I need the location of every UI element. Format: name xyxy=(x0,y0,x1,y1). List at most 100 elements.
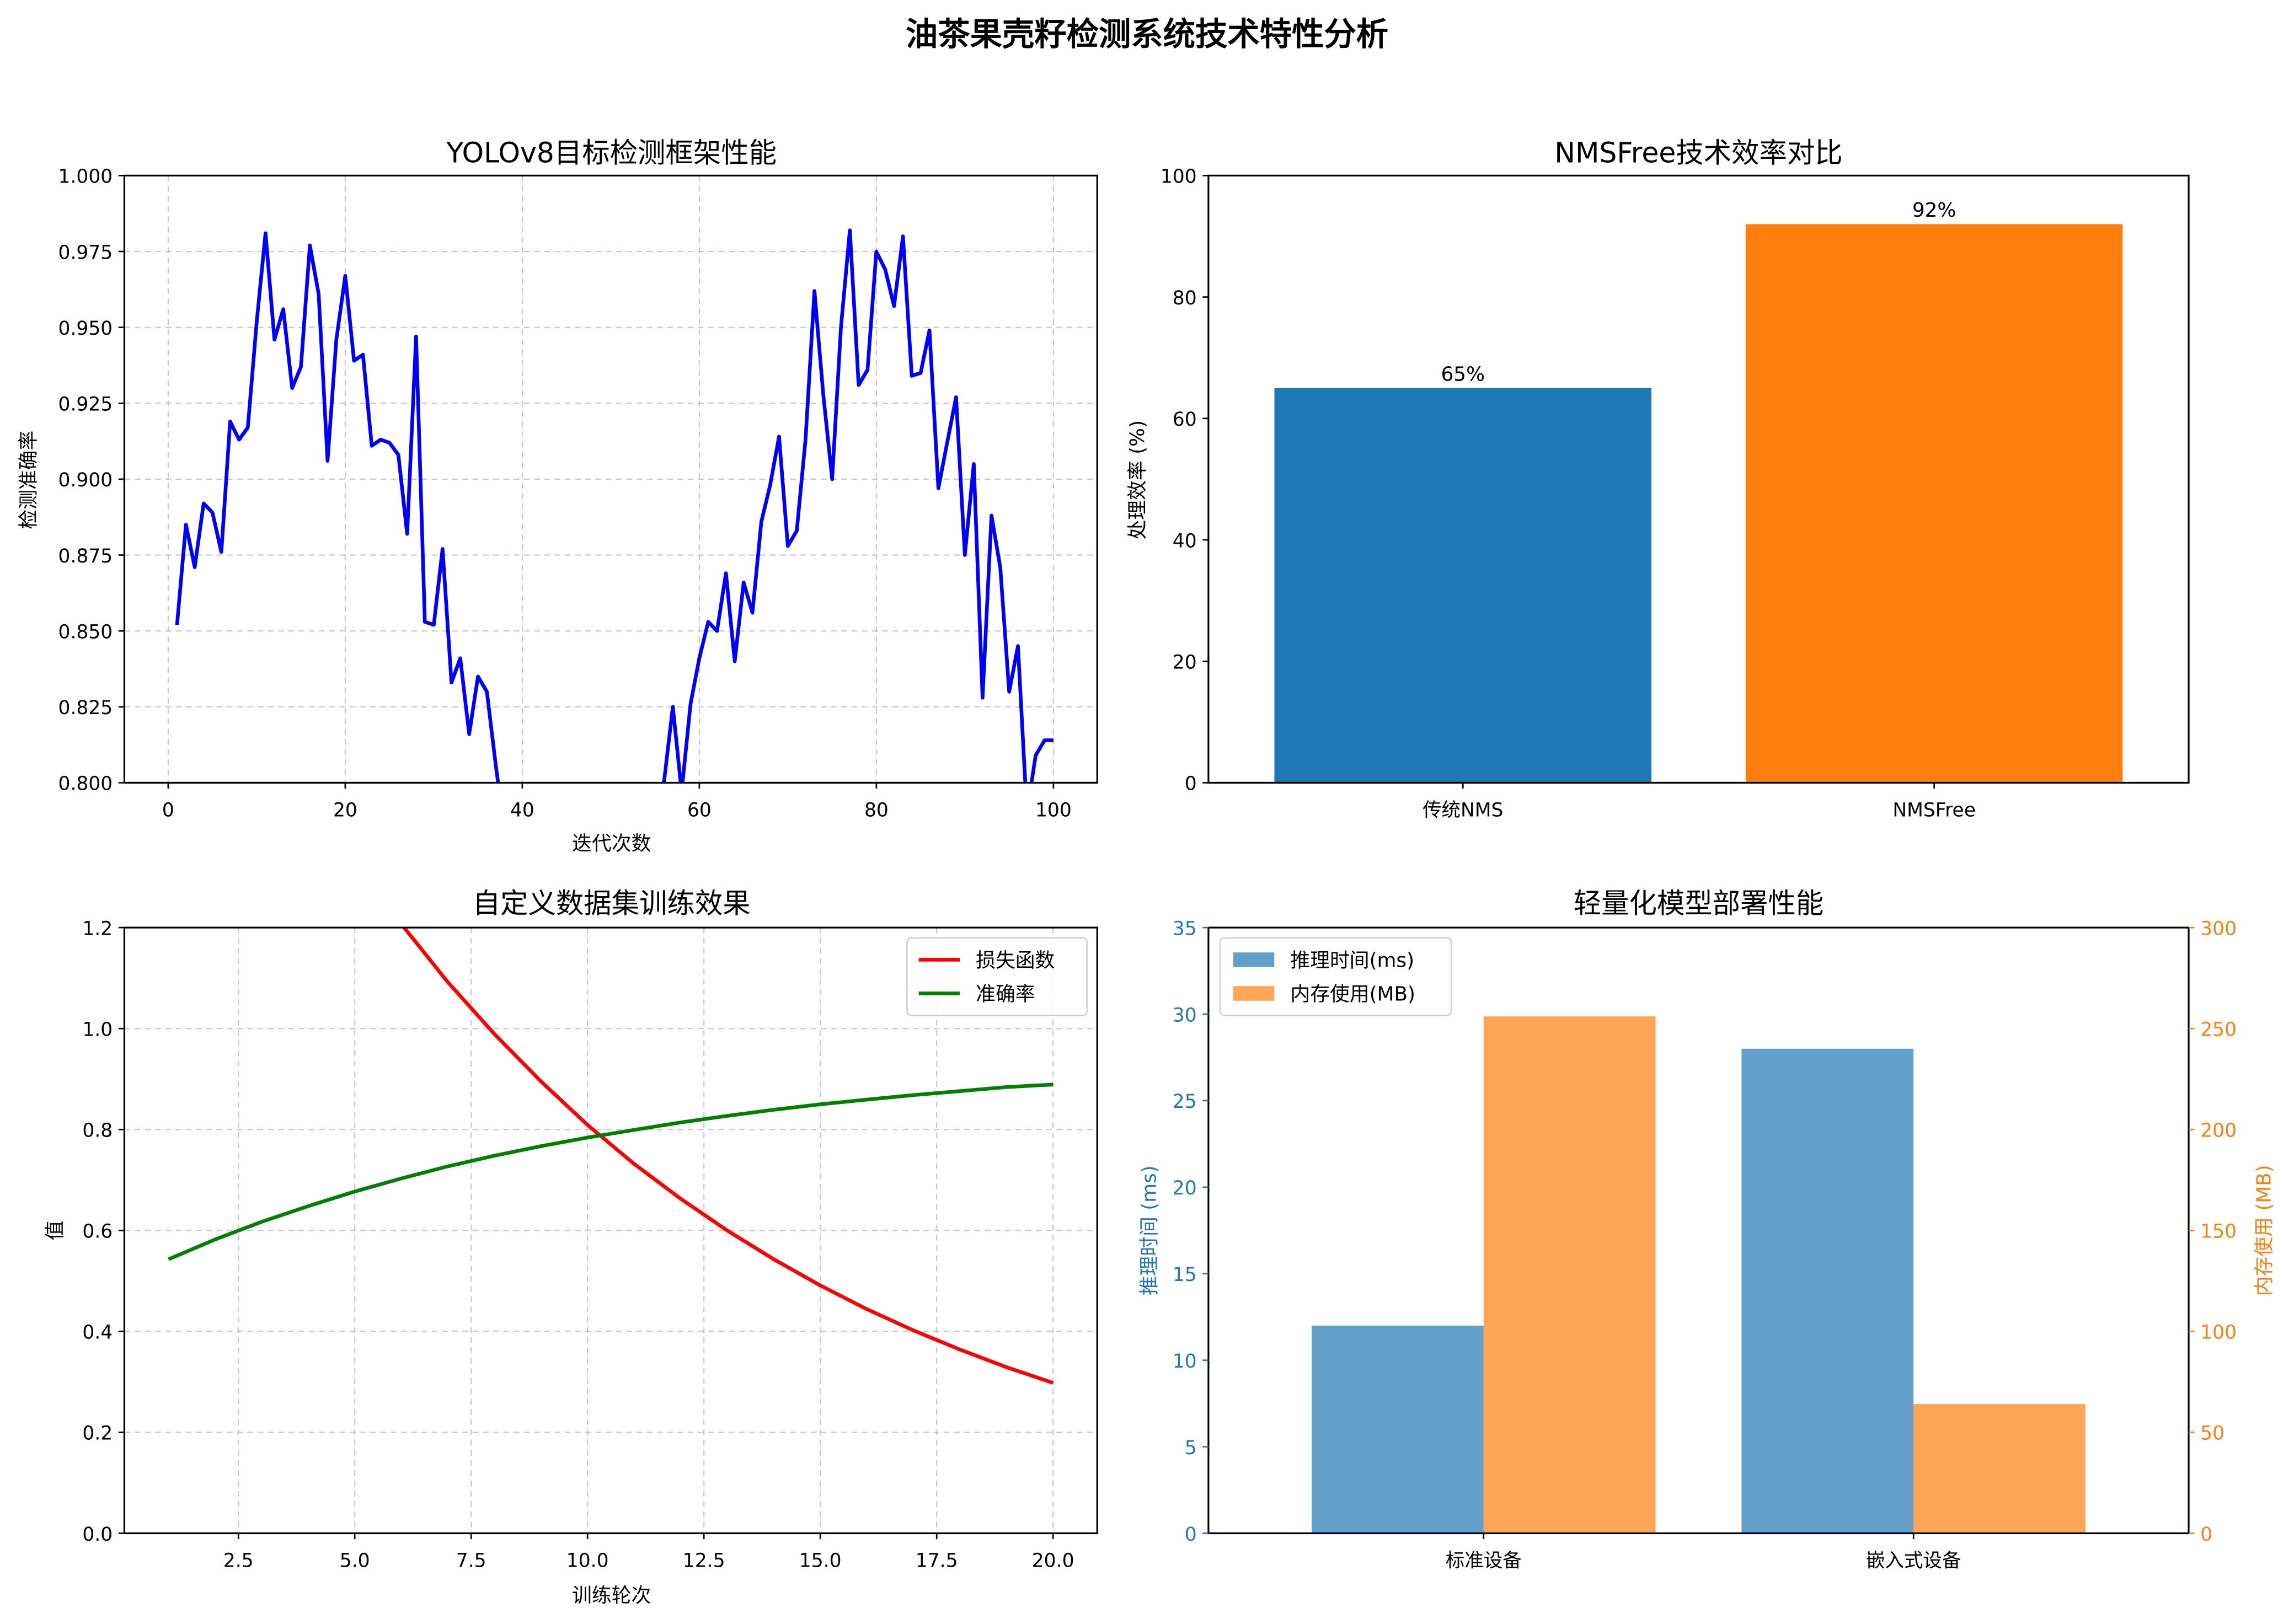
left-y-tick-label: 30 xyxy=(1173,1004,1197,1026)
yolo-line-series xyxy=(175,228,1054,783)
nms-y-axis-label: 处理效率 (%) xyxy=(1126,420,1149,540)
right-y-tick-label: 250 xyxy=(2200,1019,2237,1041)
x-tick-label: 传统NMS xyxy=(1423,799,1503,821)
nms-efficiency-bar-chart: NMSFree技术效率对比 65% 92% 传统NMS NMSFree 0 20 40 60… xyxy=(1126,136,2190,821)
legend-box xyxy=(1219,937,1452,1016)
x-tick-label: 5.0 xyxy=(340,1550,370,1572)
y-tick-label: 20 xyxy=(1173,651,1197,673)
x-tick-label: 20.0 xyxy=(1032,1550,1074,1572)
deploy-axes: 标准设备 嵌入式设备 0 5 10 15 20 25 30 35 0 50 100 150 200 250 30… xyxy=(1173,918,2237,1572)
yolo-axes: 0 20 40 60 80 100 0.800 0.825 0.850 0.875 0.900 0.9… xyxy=(58,166,1098,821)
x-tick-label: 40 xyxy=(510,799,534,821)
y-tick-label: 0.0 xyxy=(82,1524,113,1546)
y-tick-label: 0.6 xyxy=(82,1221,113,1243)
x-tick-label: NMSFree xyxy=(1892,799,1976,821)
y-tick-label: 0.875 xyxy=(58,545,113,567)
left-y-tick-label: 10 xyxy=(1173,1350,1197,1373)
left-y-tick-label: 0 xyxy=(1185,1524,1197,1546)
x-tick-label: 嵌入式设备 xyxy=(1866,1550,1961,1572)
yolo-grid xyxy=(124,175,1098,784)
y-tick-label: 0.925 xyxy=(58,394,113,416)
legend-label: 推理时间(ms) xyxy=(1290,950,1414,972)
y-tick-label: 0.8 xyxy=(82,1119,113,1141)
right-y-tick-label: 0 xyxy=(2200,1524,2212,1546)
yolo-y-axis-label: 检测准确率 xyxy=(18,431,40,529)
x-tick-label: 80 xyxy=(864,799,889,821)
y-tick-label: 0.2 xyxy=(82,1423,113,1445)
y-tick-label: 80 xyxy=(1173,287,1197,309)
right-y-tick-label: 50 xyxy=(2200,1423,2225,1445)
y-tick-label: 0 xyxy=(1185,773,1197,795)
memory-usage-bar xyxy=(1483,1016,1656,1534)
x-tick-label: 2.5 xyxy=(223,1550,254,1572)
right-y-tick-label: 100 xyxy=(2200,1322,2237,1344)
memory-usage-bar xyxy=(1913,1404,2086,1534)
legend-box xyxy=(906,937,1088,1016)
right-y-tick-label: 200 xyxy=(2200,1119,2237,1141)
legend-label: 内存使用(MB) xyxy=(1290,983,1415,1006)
bar-value-label: 65% xyxy=(1441,363,1485,385)
bar-value-label: 92% xyxy=(1912,199,1956,222)
legend-swatch xyxy=(1233,952,1275,967)
y-tick-label: 40 xyxy=(1173,530,1197,552)
right-y-tick-label: 150 xyxy=(2200,1221,2237,1243)
x-tick-label: 20 xyxy=(333,799,357,821)
left-y-tick-label: 25 xyxy=(1173,1091,1197,1113)
y-tick-label: 0.800 xyxy=(58,773,113,795)
nms-axes: 传统NMS NMSFree 0 20 40 60 80 100 xyxy=(1161,166,2190,821)
y-tick-label: 1.2 xyxy=(82,918,113,940)
deploy-legend: 推理时间(ms) 内存使用(MB) xyxy=(1219,937,1452,1016)
y-tick-label: 1.0 xyxy=(82,1019,113,1041)
train-axes: 2.5 5.0 7.5 10.0 12.5 15.0 17.5 20.0 0.0 0.2 0.4 0.… xyxy=(82,918,1098,1572)
y-tick-label: 0.850 xyxy=(58,621,113,643)
train-line-series xyxy=(168,928,1054,1385)
figure-suptitle: 油茶果壳籽检测系统技术特性分析 xyxy=(906,15,1388,53)
left-y-tick-label: 35 xyxy=(1173,918,1197,940)
deploy-right-y-axis-label: 内存使用 (MB) xyxy=(2253,1165,2276,1296)
training-effect-line-chart: 自定义数据集训练效果 2.5 5.0 7.5 10.0 12.5 15.0 17.5 20.0… xyxy=(44,887,1098,1607)
x-tick-label: 10.0 xyxy=(566,1550,609,1572)
deploy-left-y-axis-label: 推理时间 (ms) xyxy=(1138,1165,1161,1295)
axes-frame xyxy=(1207,174,2190,784)
x-tick-label: 0 xyxy=(162,799,174,821)
x-tick-label: 100 xyxy=(1035,799,1072,821)
y-tick-label: 0.4 xyxy=(82,1322,113,1344)
x-tick-label: 60 xyxy=(687,799,712,821)
x-tick-label: 7.5 xyxy=(456,1550,486,1572)
nms-bars: 65% 92% xyxy=(1274,199,2123,783)
inference-time-bar xyxy=(1311,1325,1484,1534)
y-tick-label: 0.900 xyxy=(58,469,113,491)
train-grid xyxy=(124,927,1098,1534)
right-y-tick-label: 300 xyxy=(2200,918,2237,940)
accuracy-line xyxy=(168,1082,1054,1261)
y-tick-label: 0.975 xyxy=(58,242,113,264)
x-tick-label: 17.5 xyxy=(916,1550,958,1572)
y-tick-label: 0.825 xyxy=(58,697,113,719)
deployment-performance-bar-chart: 轻量化模型部署性能 标准设备 嵌入式设备 0 5 10 15 20 25 30 35 0 50 100 1… xyxy=(1138,887,2275,1572)
deploy-bars xyxy=(1311,1016,2086,1534)
nms-chart-title: NMSFree技术效率对比 xyxy=(1554,136,1842,169)
legend-label: 损失函数 xyxy=(976,950,1055,972)
legend-swatch xyxy=(1233,986,1275,1001)
x-tick-label: 12.5 xyxy=(683,1550,725,1572)
train-x-axis-label: 训练轮次 xyxy=(572,1584,651,1607)
y-tick-label: 1.000 xyxy=(58,166,113,188)
x-tick-label: 标准设备 xyxy=(1446,1550,1522,1572)
left-y-tick-label: 20 xyxy=(1173,1177,1197,1199)
bar-traditional-nms xyxy=(1274,388,1652,783)
loss-line xyxy=(402,928,1054,1385)
train-y-axis-label: 值 xyxy=(44,1220,66,1240)
y-tick-label: 100 xyxy=(1161,166,1197,188)
inference-time-bar xyxy=(1741,1048,1914,1534)
left-y-tick-label: 15 xyxy=(1173,1264,1197,1286)
train-chart-title: 自定义数据集训练效果 xyxy=(473,887,751,920)
x-tick-label: 15.0 xyxy=(799,1550,842,1572)
y-tick-label: 0.950 xyxy=(58,318,113,340)
legend-label: 准确率 xyxy=(976,983,1035,1006)
deploy-chart-title: 轻量化模型部署性能 xyxy=(1574,887,1824,920)
yolo-x-axis-label: 迭代次数 xyxy=(572,832,651,855)
accuracy-line xyxy=(175,228,1054,783)
bar-nmsfree xyxy=(1745,224,2123,783)
